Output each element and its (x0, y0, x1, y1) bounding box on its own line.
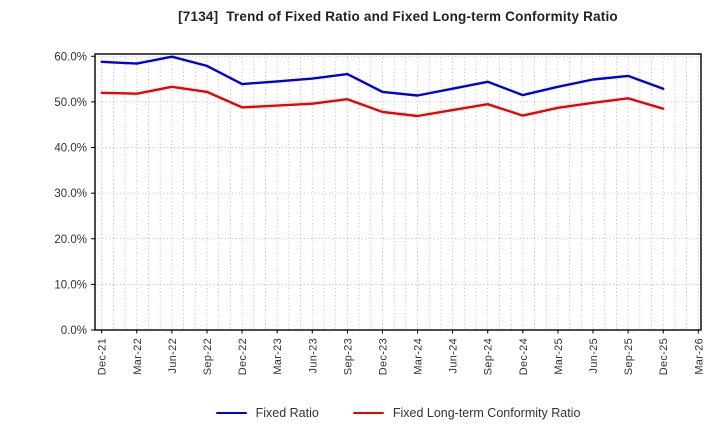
x-tick-label: Jun-23 (307, 338, 319, 373)
x-tick-label: Sep-22 (202, 338, 214, 375)
x-tick-label: Dec-24 (518, 338, 530, 375)
legend-item-fixed-longterm-conformity-ratio: Fixed Long-term Conformity Ratio (352, 402, 581, 424)
y-tick-label: 0.0% (61, 325, 87, 337)
y-tick-label: 20.0% (54, 234, 87, 246)
legend-item-fixed-ratio: Fixed Ratio (215, 402, 319, 424)
x-tick-label: Dec-23 (377, 338, 389, 375)
x-tick-label: Sep-24 (483, 338, 495, 375)
legend-label: Fixed Ratio (255, 406, 319, 420)
x-tick-label: Jun-25 (588, 338, 600, 373)
y-tick-label: 50.0% (54, 97, 87, 109)
x-tick-label: Mar-25 (553, 338, 565, 375)
x-tick-label: Sep-23 (342, 338, 354, 375)
legend-label: Fixed Long-term Conformity Ratio (392, 406, 581, 420)
x-tick-label: Dec-25 (658, 338, 670, 375)
x-tick-label: Mar-24 (413, 338, 425, 375)
chart-legend: Fixed Ratio Fixed Long-term Conformity R… (95, 402, 701, 424)
x-tick-label: Dec-21 (97, 338, 109, 375)
plot-border (94, 53, 702, 331)
chart-title: [7134] Trend of Fixed Ratio and Fixed Lo… (178, 9, 618, 24)
fixed-longterm-conformity-line-swatch (352, 411, 384, 415)
y-tick-label: 10.0% (54, 279, 87, 291)
x-tick-label: Sep-25 (623, 338, 635, 375)
series-line-fixed-ratio (100, 55, 665, 97)
x-tick-label: Mar-23 (272, 338, 284, 375)
x-tick-label: Jun-22 (167, 338, 179, 373)
y-tick-label: 30.0% (54, 188, 87, 200)
x-tick-label: Dec-22 (237, 338, 249, 375)
fixed-ratio-line-swatch (215, 411, 247, 415)
series-line-fixed-long-term-conformity-ratio (100, 85, 665, 118)
x-tick-label: Mar-22 (132, 338, 144, 375)
x-tick-label: Jun-24 (448, 338, 460, 373)
x-tick-label: Mar-26 (693, 338, 705, 375)
y-tick-label: 40.0% (54, 143, 87, 155)
y-tick-label: 60.0% (54, 51, 87, 63)
